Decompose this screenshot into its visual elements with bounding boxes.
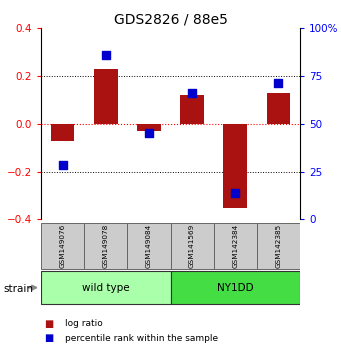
Bar — [170, 271, 300, 304]
Text: log ratio: log ratio — [65, 319, 103, 329]
Point — [146, 131, 152, 136]
Text: ■: ■ — [44, 333, 54, 343]
Bar — [223, 124, 247, 207]
Bar — [127, 223, 170, 269]
Text: GSM141569: GSM141569 — [189, 224, 195, 268]
Bar — [180, 95, 204, 124]
Text: GSM149078: GSM149078 — [103, 224, 109, 268]
Text: GSM142384: GSM142384 — [232, 224, 238, 268]
Point — [189, 90, 195, 96]
Text: GSM142385: GSM142385 — [276, 224, 281, 268]
Text: wild type: wild type — [82, 282, 130, 293]
Bar — [41, 223, 84, 269]
Text: percentile rank within the sample: percentile rank within the sample — [65, 333, 218, 343]
Text: GDS2826 / 88e5: GDS2826 / 88e5 — [114, 12, 227, 27]
Text: NY1DD: NY1DD — [217, 282, 254, 293]
Point — [276, 80, 281, 86]
Text: ■: ■ — [44, 319, 54, 329]
Point — [233, 190, 238, 196]
Bar — [84, 223, 127, 269]
Point — [103, 52, 108, 57]
Bar — [41, 271, 170, 304]
Text: GSM149084: GSM149084 — [146, 224, 152, 268]
Bar — [257, 223, 300, 269]
Bar — [267, 93, 290, 124]
Bar — [50, 124, 74, 141]
Text: strain: strain — [3, 284, 33, 293]
Point — [60, 162, 65, 167]
Bar — [170, 223, 214, 269]
Bar — [137, 124, 161, 131]
Bar — [94, 69, 118, 124]
Text: GSM149076: GSM149076 — [60, 224, 65, 268]
Bar — [214, 223, 257, 269]
